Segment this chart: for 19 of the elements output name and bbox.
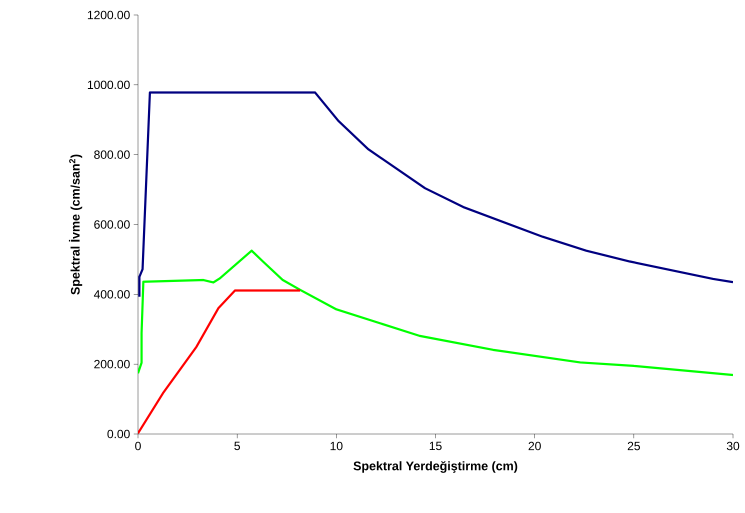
line-series <box>138 289 302 434</box>
x-tick-label: 15 <box>430 442 442 450</box>
x-tick-label: 10 <box>330 442 343 450</box>
y-axis-title: Spektral İvme (cm/san$^{2}$) <box>68 154 82 295</box>
x-tick-label: 5 <box>234 442 240 450</box>
line-series <box>138 250 734 376</box>
y-tick-label: 800.00 <box>94 150 130 159</box>
y-tick-label: 0.00 <box>107 430 130 438</box>
y-tick-label: 400.00 <box>94 290 130 299</box>
x-tick-label: 25 <box>628 442 640 450</box>
y-tick-label: 1200.00 <box>88 10 130 20</box>
y-tick-label: 600.00 <box>94 220 130 229</box>
y-tick-label: 1000.00 <box>88 80 130 90</box>
x-tick-label: 0 <box>135 442 141 450</box>
x-tick-label: 20 <box>528 442 541 450</box>
line-series <box>138 91 734 298</box>
x-axis-title: Spektral Yerdeğiştirme (cm) <box>354 461 518 473</box>
y-tick-label: 200.00 <box>94 360 130 368</box>
x-tick-label: 30 <box>726 442 740 450</box>
